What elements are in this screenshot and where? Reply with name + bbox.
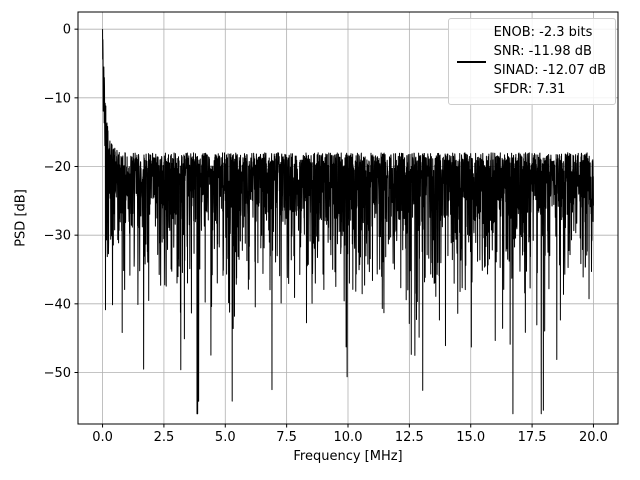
x-tick-label: 17.5 (518, 430, 547, 445)
legend-snr: SNR: -11.98 dB (493, 43, 592, 59)
x-tick-label: 12.5 (395, 430, 424, 445)
y-tick-label: −10 (44, 91, 71, 106)
y-tick-label: −30 (44, 229, 71, 244)
y-tick-label: −20 (44, 160, 71, 175)
legend: ENOB: -2.3 bits SNR: -11.98 dB SINAD: -1… (447, 18, 616, 106)
legend-line-sample (456, 60, 486, 63)
x-tick-label: 15.0 (456, 430, 485, 445)
psd-line (102, 29, 594, 415)
x-tick-label: 20.0 (579, 430, 608, 445)
legend-enob: ENOB: -2.3 bits (493, 25, 593, 40)
x-tick-label: 0.0 (92, 430, 113, 445)
x-tick-label: 5.0 (215, 430, 236, 445)
legend-sinad: SINAD: -12.07 dB (493, 62, 606, 78)
y-tick-label: 0 (63, 23, 71, 38)
y-tick-label: −50 (44, 366, 71, 381)
x-tick-label: 2.5 (154, 430, 175, 445)
legend-sfdr: SFDR: 7.31 (493, 81, 566, 97)
x-axis-label: Frequency [MHz] (293, 449, 403, 464)
x-tick-label: 10.0 (334, 430, 363, 445)
legend-labels: ENOB: -2.3 bits SNR: -11.98 dB SINAD: -1… (494, 24, 606, 99)
y-axis-label: PSD [dB] (13, 189, 29, 247)
y-tick-label: −40 (44, 297, 71, 312)
x-tick-label: 7.5 (276, 430, 297, 445)
